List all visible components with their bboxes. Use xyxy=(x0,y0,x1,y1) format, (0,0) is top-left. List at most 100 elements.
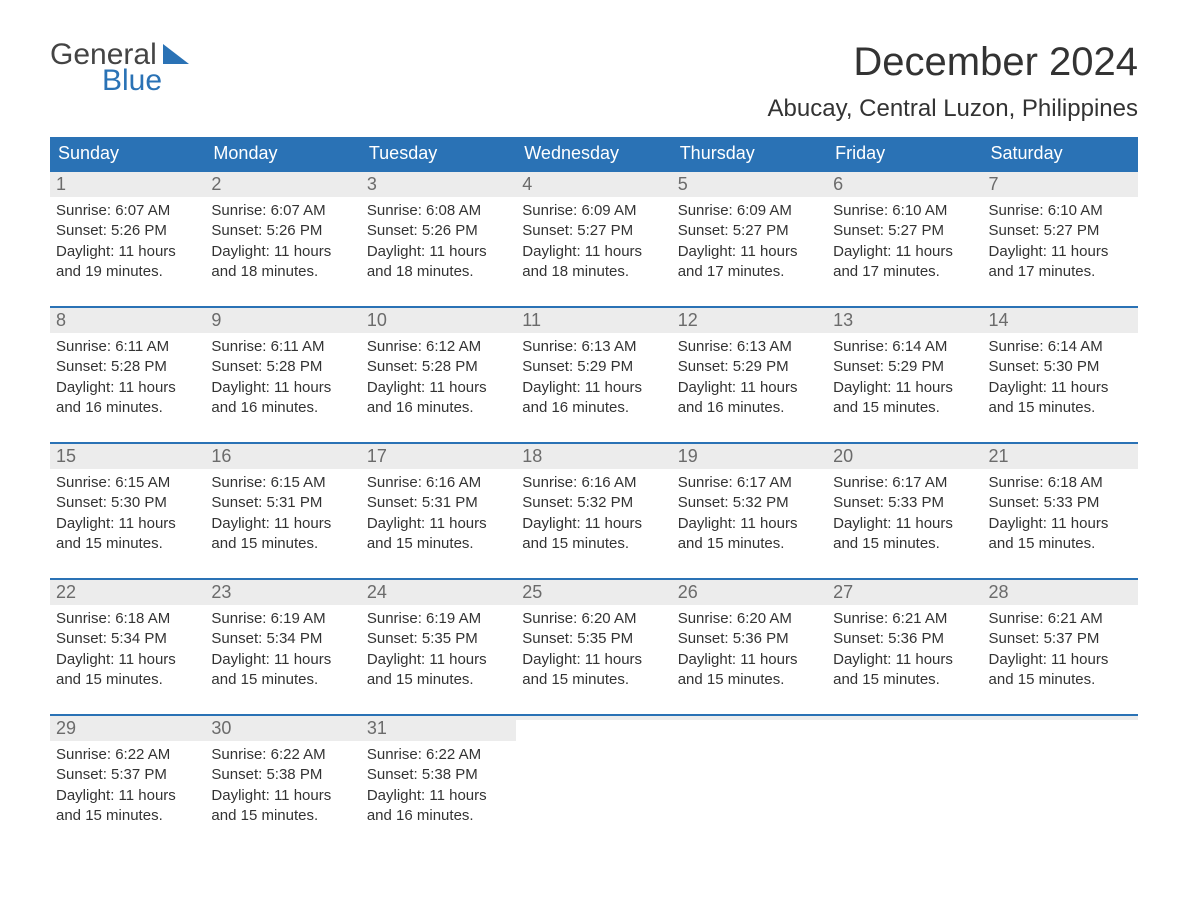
day-body: Sunrise: 6:21 AMSunset: 5:37 PMDaylight:… xyxy=(983,605,1138,690)
day-number: 29 xyxy=(50,716,205,741)
day-body: Sunrise: 6:21 AMSunset: 5:36 PMDaylight:… xyxy=(827,605,982,690)
day-d2: and 17 minutes. xyxy=(989,262,1132,282)
day-sunset: Sunset: 5:27 PM xyxy=(678,221,821,241)
day-sunset: Sunset: 5:26 PM xyxy=(56,221,199,241)
day-d2: and 15 minutes. xyxy=(367,534,510,554)
day-number: 21 xyxy=(983,444,1138,469)
day-d1: Daylight: 11 hours xyxy=(211,514,354,534)
calendar-cell: 25 Sunrise: 6:20 AMSunset: 5:35 PMDayligh… xyxy=(516,580,671,698)
calendar-cell: 9Sunrise: 6:11 AMSunset: 5:28 PMDaylight… xyxy=(205,308,360,426)
day-d1: Daylight: 11 hours xyxy=(522,650,665,670)
day-sunrise: Sunrise: 6:10 AM xyxy=(833,201,976,221)
calendar-cell: 28Sunrise: 6:21 AMSunset: 5:37 PMDayligh… xyxy=(983,580,1138,698)
calendar-cell: 19Sunrise: 6:17 AMSunset: 5:32 PMDayligh… xyxy=(672,444,827,562)
day-body: Sunrise: 6:18 AMSunset: 5:33 PMDaylight:… xyxy=(983,469,1138,554)
day-d1: Daylight: 11 hours xyxy=(367,242,510,262)
day-sunrise: Sunrise: 6:15 AM xyxy=(211,473,354,493)
day-d2: and 18 minutes. xyxy=(211,262,354,282)
day-sunset: Sunset: 5:27 PM xyxy=(522,221,665,241)
day-sunrise: Sunrise: 6:22 AM xyxy=(367,745,510,765)
day-d1: Daylight: 11 hours xyxy=(522,242,665,262)
day-sunset: Sunset: 5:33 PM xyxy=(989,493,1132,513)
day-d1: Daylight: 11 hours xyxy=(56,650,199,670)
day-sunset: Sunset: 5:37 PM xyxy=(989,629,1132,649)
day-d1: Daylight: 11 hours xyxy=(989,650,1132,670)
calendar-cell: 21Sunrise: 6:18 AMSunset: 5:33 PMDayligh… xyxy=(983,444,1138,562)
day-sunrise: Sunrise: 6:19 AM xyxy=(211,609,354,629)
day-d2: and 15 minutes. xyxy=(989,534,1132,554)
day-body: Sunrise: 6:14 AMSunset: 5:30 PMDaylight:… xyxy=(983,333,1138,418)
calendar-cell: 26Sunrise: 6:20 AMSunset: 5:36 PMDayligh… xyxy=(672,580,827,698)
day-d2: and 15 minutes. xyxy=(833,398,976,418)
day-body: Sunrise: 6:17 AMSunset: 5:32 PMDaylight:… xyxy=(672,469,827,554)
day-number: 5 xyxy=(672,172,827,197)
calendar-cell: 2Sunrise: 6:07 AMSunset: 5:26 PMDaylight… xyxy=(205,172,360,290)
day-d2: and 15 minutes. xyxy=(833,670,976,690)
calendar-cell: 15Sunrise: 6:15 AMSunset: 5:30 PMDayligh… xyxy=(50,444,205,562)
calendar-cell: 29Sunrise: 6:22 AMSunset: 5:37 PMDayligh… xyxy=(50,716,205,834)
calendar-cell: 17Sunrise: 6:16 AMSunset: 5:31 PMDayligh… xyxy=(361,444,516,562)
calendar-cell: 20Sunrise: 6:17 AMSunset: 5:33 PMDayligh… xyxy=(827,444,982,562)
day-number: 30 xyxy=(205,716,360,741)
dow-tuesday: Tuesday xyxy=(361,137,516,170)
day-sunset: Sunset: 5:28 PM xyxy=(211,357,354,377)
calendar-cell: 22Sunrise: 6:18 AMSunset: 5:34 PMDayligh… xyxy=(50,580,205,698)
day-d1: Daylight: 11 hours xyxy=(989,514,1132,534)
day-sunset: Sunset: 5:28 PM xyxy=(56,357,199,377)
calendar-cell: 3Sunrise: 6:08 AMSunset: 5:26 PMDaylight… xyxy=(361,172,516,290)
day-sunrise: Sunrise: 6:11 AM xyxy=(56,337,199,357)
day-d2: and 17 minutes. xyxy=(833,262,976,282)
day-sunset: Sunset: 5:34 PM xyxy=(56,629,199,649)
day-d2: and 15 minutes. xyxy=(989,398,1132,418)
day-d2: and 15 minutes. xyxy=(56,806,199,826)
calendar-cell xyxy=(827,716,982,834)
day-d1: Daylight: 11 hours xyxy=(678,242,821,262)
day-sunrise: Sunrise: 6:12 AM xyxy=(367,337,510,357)
day-body: Sunrise: 6:22 AMSunset: 5:38 PMDaylight:… xyxy=(361,741,516,826)
day-d2: and 15 minutes. xyxy=(833,534,976,554)
day-d1: Daylight: 11 hours xyxy=(678,514,821,534)
day-body: Sunrise: 6:15 AMSunset: 5:30 PMDaylight:… xyxy=(50,469,205,554)
day-number: 14 xyxy=(983,308,1138,333)
day-number: 3 xyxy=(361,172,516,197)
day-number: 4 xyxy=(516,172,671,197)
day-d2: and 15 minutes. xyxy=(522,534,665,554)
day-number: 24 xyxy=(361,580,516,605)
day-number: 20 xyxy=(827,444,982,469)
day-d1: Daylight: 11 hours xyxy=(56,786,199,806)
day-d1: Daylight: 11 hours xyxy=(367,650,510,670)
day-body: Sunrise: 6:16 AMSunset: 5:32 PMDaylight:… xyxy=(516,469,671,554)
day-sunset: Sunset: 5:33 PM xyxy=(833,493,976,513)
day-sunrise: Sunrise: 6:08 AM xyxy=(367,201,510,221)
calendar-cell: 24Sunrise: 6:19 AMSunset: 5:35 PMDayligh… xyxy=(361,580,516,698)
day-sunset: Sunset: 5:38 PM xyxy=(367,765,510,785)
day-number: 12 xyxy=(672,308,827,333)
calendar-cell: 12Sunrise: 6:13 AMSunset: 5:29 PMDayligh… xyxy=(672,308,827,426)
day-sunset: Sunset: 5:36 PM xyxy=(833,629,976,649)
calendar-cell: 6Sunrise: 6:10 AMSunset: 5:27 PMDaylight… xyxy=(827,172,982,290)
day-d2: and 15 minutes. xyxy=(56,670,199,690)
day-number: 28 xyxy=(983,580,1138,605)
day-number: 25 xyxy=(516,580,671,605)
day-body: Sunrise: 6:10 AMSunset: 5:27 PMDaylight:… xyxy=(827,197,982,282)
day-sunrise: Sunrise: 6:15 AM xyxy=(56,473,199,493)
day-body: Sunrise: 6:13 AMSunset: 5:29 PMDaylight:… xyxy=(516,333,671,418)
day-sunrise: Sunrise: 6:10 AM xyxy=(989,201,1132,221)
day-sunrise: Sunrise: 6:20 AM xyxy=(522,609,665,629)
day-sunset: Sunset: 5:38 PM xyxy=(211,765,354,785)
dow-header-row: Sunday Monday Tuesday Wednesday Thursday… xyxy=(50,137,1138,170)
day-d1: Daylight: 11 hours xyxy=(678,378,821,398)
day-number: 6 xyxy=(827,172,982,197)
day-body: Sunrise: 6:10 AMSunset: 5:27 PMDaylight:… xyxy=(983,197,1138,282)
day-d2: and 16 minutes. xyxy=(367,398,510,418)
day-number: 15 xyxy=(50,444,205,469)
day-d2: and 16 minutes. xyxy=(56,398,199,418)
day-number: 26 xyxy=(672,580,827,605)
day-sunrise: Sunrise: 6:13 AM xyxy=(522,337,665,357)
day-sunset: Sunset: 5:29 PM xyxy=(833,357,976,377)
day-d2: and 15 minutes. xyxy=(989,670,1132,690)
day-sunset: Sunset: 5:35 PM xyxy=(522,629,665,649)
calendar-cell xyxy=(672,716,827,834)
day-d2: and 16 minutes. xyxy=(678,398,821,418)
day-d2: and 18 minutes. xyxy=(367,262,510,282)
